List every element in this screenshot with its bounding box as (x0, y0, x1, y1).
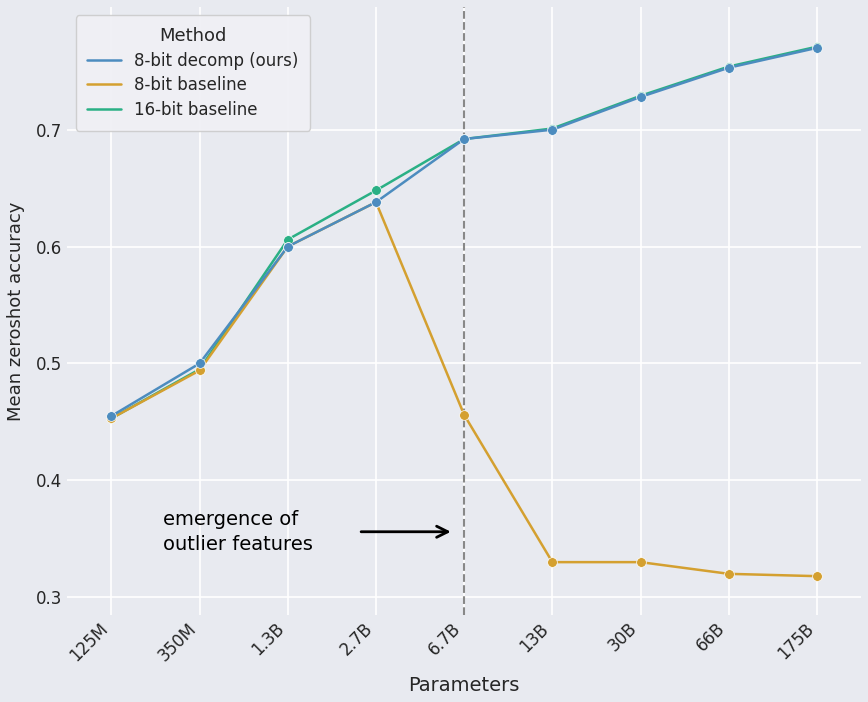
8-bit baseline (283, 242, 293, 251)
16-bit baseline (194, 365, 205, 373)
8-bit decomp (ours) (371, 198, 381, 206)
Y-axis label: Mean zeroshot accuracy: Mean zeroshot accuracy (7, 201, 25, 420)
16-bit baseline (812, 43, 822, 51)
8-bit decomp (ours) (635, 93, 646, 101)
8-bit baseline (371, 198, 381, 206)
8-bit baseline (194, 366, 205, 375)
Text: emergence of
outlier features: emergence of outlier features (162, 510, 312, 554)
X-axis label: Parameters: Parameters (409, 676, 520, 695)
8-bit baseline (724, 569, 734, 578)
16-bit baseline (283, 235, 293, 244)
8-bit baseline (459, 411, 470, 419)
Line: 8-bit baseline: 8-bit baseline (107, 197, 822, 581)
8-bit decomp (ours) (283, 242, 293, 251)
8-bit decomp (ours) (106, 412, 116, 420)
8-bit decomp (ours) (194, 359, 205, 368)
Line: 8-bit decomp (ours): 8-bit decomp (ours) (107, 43, 822, 421)
16-bit baseline (547, 124, 557, 133)
16-bit baseline (459, 135, 470, 143)
8-bit decomp (ours) (724, 63, 734, 72)
Line: 16-bit baseline: 16-bit baseline (107, 42, 822, 423)
16-bit baseline (106, 414, 116, 423)
8-bit decomp (ours) (459, 135, 470, 143)
16-bit baseline (724, 62, 734, 71)
8-bit baseline (106, 414, 116, 423)
16-bit baseline (371, 186, 381, 194)
8-bit baseline (812, 572, 822, 581)
8-bit decomp (ours) (547, 126, 557, 134)
8-bit decomp (ours) (812, 44, 822, 52)
8-bit baseline (635, 558, 646, 567)
16-bit baseline (635, 91, 646, 100)
Legend: 8-bit decomp (ours), 8-bit baseline, 16-bit baseline: 8-bit decomp (ours), 8-bit baseline, 16-… (76, 15, 310, 131)
8-bit baseline (547, 558, 557, 567)
